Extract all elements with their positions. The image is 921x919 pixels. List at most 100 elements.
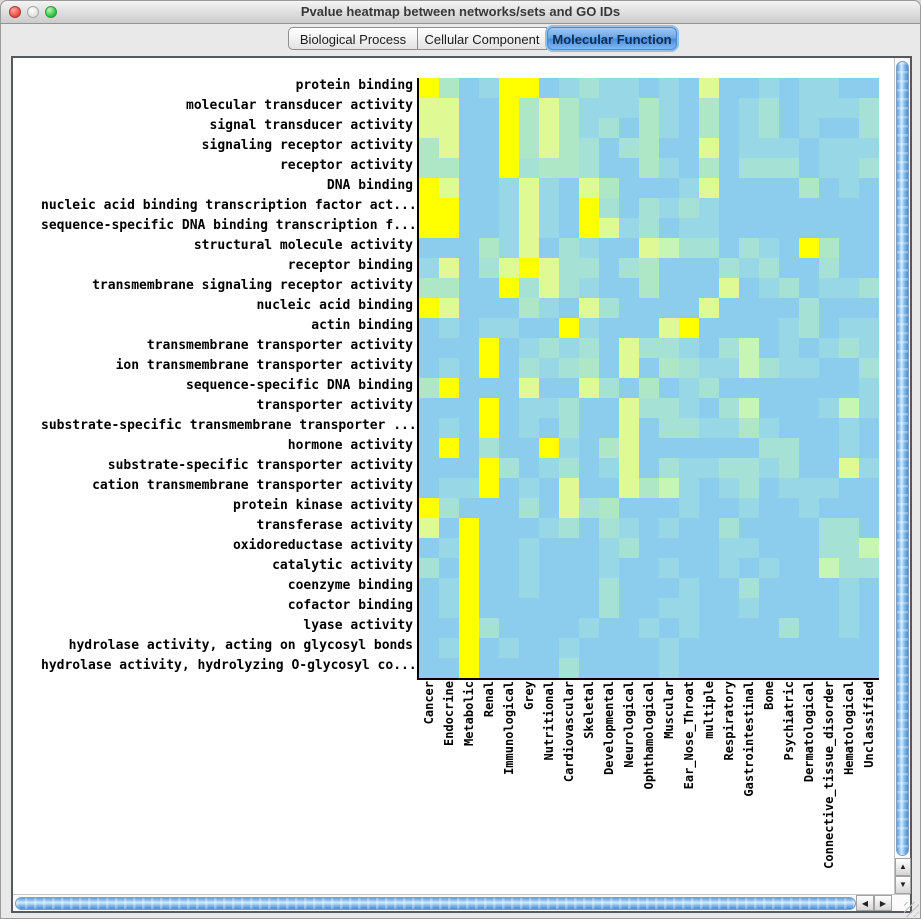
heatmap-cell-r22-c23[interactable] <box>859 498 879 518</box>
heatmap-cell-r2-c2[interactable] <box>439 98 459 118</box>
heatmap-cell-r5-c3[interactable] <box>459 158 479 178</box>
heatmap-cell-r19-c6[interactable] <box>519 438 539 458</box>
heatmap-cell-r25-c14[interactable] <box>679 558 699 578</box>
heatmap-cell-r18-c2[interactable] <box>439 418 459 438</box>
heatmap-cell-r6-c16[interactable] <box>719 178 739 198</box>
heatmap-cell-r12-c13[interactable] <box>659 298 679 318</box>
horizontal-scrollbar[interactable]: ◀ ▶ <box>13 894 910 911</box>
heatmap-cell-r30-c18[interactable] <box>759 658 779 678</box>
heatmap-cell-r9-c21[interactable] <box>819 238 839 258</box>
heatmap-cell-r6-c5[interactable] <box>499 178 519 198</box>
heatmap-cell-r29-c1[interactable] <box>419 638 439 658</box>
heatmap-cell-r12-c15[interactable] <box>699 298 719 318</box>
heatmap-cell-r22-c14[interactable] <box>679 498 699 518</box>
heatmap-cell-r28-c13[interactable] <box>659 618 679 638</box>
heatmap-cell-r2-c17[interactable] <box>739 98 759 118</box>
heatmap-cell-r15-c4[interactable] <box>479 358 499 378</box>
zoom-button[interactable] <box>45 6 57 18</box>
heatmap-cell-r16-c19[interactable] <box>779 378 799 398</box>
heatmap-cell-r6-c22[interactable] <box>839 178 859 198</box>
heatmap-cell-r29-c13[interactable] <box>659 638 679 658</box>
heatmap-cell-r1-c20[interactable] <box>799 78 819 98</box>
heatmap-cell-r23-c4[interactable] <box>479 518 499 538</box>
horizontal-scrollbar-thumb[interactable] <box>15 897 856 910</box>
heatmap-cell-r7-c7[interactable] <box>539 198 559 218</box>
heatmap-cell-r18-c4[interactable] <box>479 418 499 438</box>
heatmap-cell-r16-c9[interactable] <box>579 378 599 398</box>
heatmap-cell-r22-c1[interactable] <box>419 498 439 518</box>
heatmap-cell-r7-c16[interactable] <box>719 198 739 218</box>
heatmap-cell-r28-c5[interactable] <box>499 618 519 638</box>
heatmap-cell-r10-c20[interactable] <box>799 258 819 278</box>
heatmap-cell-r8-c1[interactable] <box>419 218 439 238</box>
heatmap-cell-r8-c20[interactable] <box>799 218 819 238</box>
heatmap-cell-r1-c19[interactable] <box>779 78 799 98</box>
heatmap-cell-r10-c19[interactable] <box>779 258 799 278</box>
heatmap-cell-r1-c15[interactable] <box>699 78 719 98</box>
heatmap-cell-r13-c17[interactable] <box>739 318 759 338</box>
heatmap-cell-r30-c19[interactable] <box>779 658 799 678</box>
heatmap-cell-r16-c3[interactable] <box>459 378 479 398</box>
heatmap-cell-r19-c19[interactable] <box>779 438 799 458</box>
heatmap-cell-r22-c10[interactable] <box>599 498 619 518</box>
heatmap-cell-r20-c9[interactable] <box>579 458 599 478</box>
heatmap-cell-r23-c21[interactable] <box>819 518 839 538</box>
heatmap-cell-r23-c3[interactable] <box>459 518 479 538</box>
heatmap-cell-r17-c13[interactable] <box>659 398 679 418</box>
heatmap-cell-r26-c6[interactable] <box>519 578 539 598</box>
heatmap-cell-r8-c8[interactable] <box>559 218 579 238</box>
heatmap-cell-r6-c4[interactable] <box>479 178 499 198</box>
heatmap-cell-r27-c20[interactable] <box>799 598 819 618</box>
heatmap-cell-r6-c3[interactable] <box>459 178 479 198</box>
heatmap-cell-r5-c1[interactable] <box>419 158 439 178</box>
heatmap-cell-r23-c2[interactable] <box>439 518 459 538</box>
heatmap-cell-r13-c16[interactable] <box>719 318 739 338</box>
heatmap-cell-r8-c3[interactable] <box>459 218 479 238</box>
heatmap-cell-r16-c4[interactable] <box>479 378 499 398</box>
heatmap-cell-r3-c17[interactable] <box>739 118 759 138</box>
heatmap-cell-r11-c18[interactable] <box>759 278 779 298</box>
heatmap-cell-r22-c7[interactable] <box>539 498 559 518</box>
heatmap-cell-r11-c7[interactable] <box>539 278 559 298</box>
heatmap-cell-r28-c22[interactable] <box>839 618 859 638</box>
heatmap-cell-r4-c11[interactable] <box>619 138 639 158</box>
heatmap-cell-r8-c11[interactable] <box>619 218 639 238</box>
heatmap-cell-r11-c22[interactable] <box>839 278 859 298</box>
heatmap-cell-r15-c9[interactable] <box>579 358 599 378</box>
heatmap-cell-r4-c2[interactable] <box>439 138 459 158</box>
heatmap-cell-r8-c5[interactable] <box>499 218 519 238</box>
heatmap-cell-r19-c18[interactable] <box>759 438 779 458</box>
heatmap-cell-r6-c2[interactable] <box>439 178 459 198</box>
heatmap-cell-r22-c19[interactable] <box>779 498 799 518</box>
heatmap-cell-r15-c10[interactable] <box>599 358 619 378</box>
heatmap-cell-r14-c14[interactable] <box>679 338 699 358</box>
heatmap-cell-r2-c5[interactable] <box>499 98 519 118</box>
heatmap-cell-r9-c11[interactable] <box>619 238 639 258</box>
heatmap-cell-r1-c11[interactable] <box>619 78 639 98</box>
heatmap-cell-r16-c1[interactable] <box>419 378 439 398</box>
heatmap-cell-r12-c22[interactable] <box>839 298 859 318</box>
heatmap-cell-r22-c12[interactable] <box>639 498 659 518</box>
heatmap-cell-r24-c7[interactable] <box>539 538 559 558</box>
heatmap-cell-r30-c21[interactable] <box>819 658 839 678</box>
heatmap-cell-r18-c16[interactable] <box>719 418 739 438</box>
heatmap-cell-r1-c16[interactable] <box>719 78 739 98</box>
heatmap-cell-r27-c1[interactable] <box>419 598 439 618</box>
heatmap-cell-r22-c9[interactable] <box>579 498 599 518</box>
heatmap-cell-r12-c19[interactable] <box>779 298 799 318</box>
heatmap-cell-r24-c22[interactable] <box>839 538 859 558</box>
heatmap-cell-r10-c14[interactable] <box>679 258 699 278</box>
heatmap-cell-r1-c21[interactable] <box>819 78 839 98</box>
heatmap-cell-r11-c19[interactable] <box>779 278 799 298</box>
heatmap-cell-r19-c17[interactable] <box>739 438 759 458</box>
minimize-button[interactable] <box>27 6 39 18</box>
heatmap-cell-r11-c11[interactable] <box>619 278 639 298</box>
heatmap-cell-r5-c8[interactable] <box>559 158 579 178</box>
heatmap-cell-r16-c6[interactable] <box>519 378 539 398</box>
heatmap-cell-r13-c10[interactable] <box>599 318 619 338</box>
heatmap-cell-r27-c2[interactable] <box>439 598 459 618</box>
heatmap-cell-r23-c1[interactable] <box>419 518 439 538</box>
heatmap-cell-r10-c8[interactable] <box>559 258 579 278</box>
heatmap-cell-r15-c14[interactable] <box>679 358 699 378</box>
heatmap-cell-r18-c5[interactable] <box>499 418 519 438</box>
